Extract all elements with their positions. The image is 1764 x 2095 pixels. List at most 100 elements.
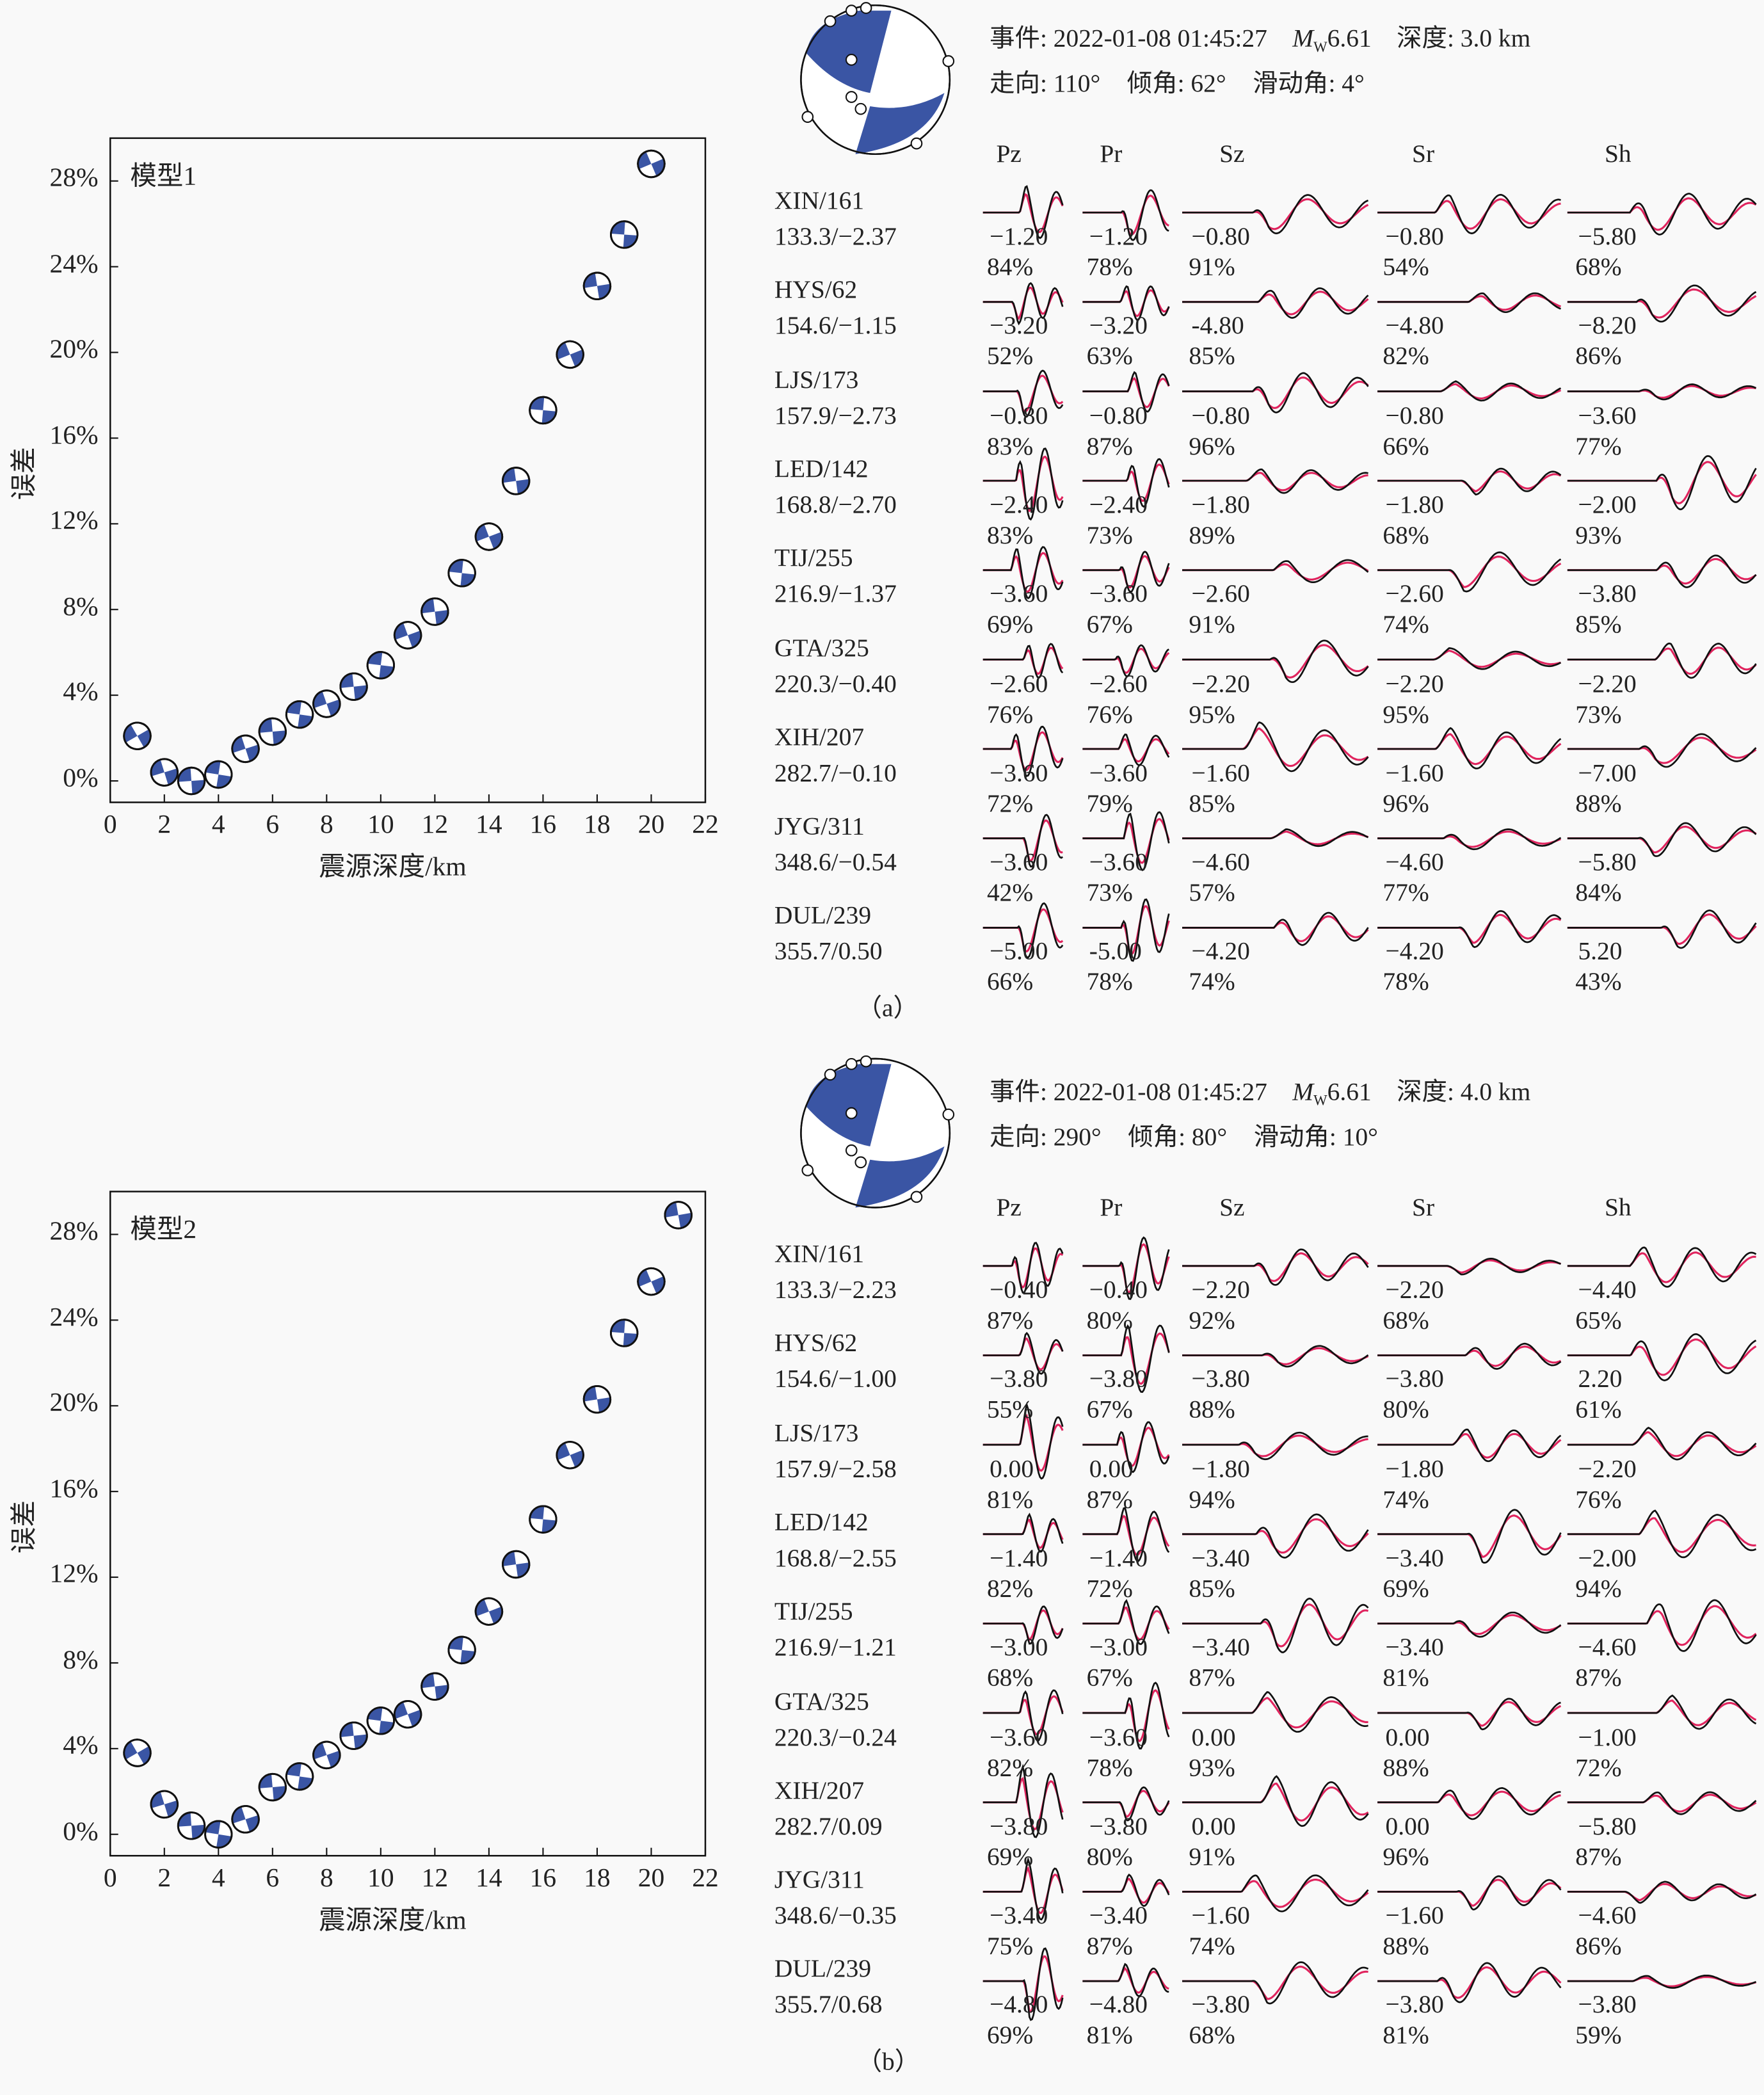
data-point-beachball [366,1706,396,1735]
time-shift-value: −3.20 [1089,312,1148,341]
observed-waveform [1082,898,1170,962]
observed-waveform [1182,1961,1369,2005]
time-shift-value: −3.80 [1578,1991,1637,2020]
x-tick-label: 2 [157,810,172,840]
x-tick-label: 10 [367,1863,394,1893]
time-shift-value: -4.80 [1191,312,1244,341]
time-shift-value: −4.60 [1191,849,1250,877]
data-point-beachball [421,597,449,626]
observed-waveform [982,282,1064,326]
time-shift-value: −3.80 [990,1813,1048,1841]
rake-value: 滑动角: 4° [1253,70,1365,99]
observed-waveform [982,902,1064,959]
correlation-percent: 68% [1383,1307,1429,1335]
observed-waveform [1567,1791,1757,1815]
time-shift-value: −1.40 [1089,1545,1148,1573]
time-shift-value: −3.80 [1385,1366,1444,1394]
event-header: 事件: 2022-01-08 01:45:27 MW6.61 深度: 4.0 k… [990,1072,1530,1109]
correlation-percent: 69% [1383,1575,1429,1603]
time-shift-value: −2.20 [1578,670,1637,698]
correlation-percent: 78% [1086,968,1133,997]
observed-waveform [1567,193,1757,236]
time-shift-value: −3.80 [1578,581,1637,609]
correlation-percent: 76% [1086,700,1133,729]
station-polarity-marker [824,15,837,28]
observed-waveform [1567,455,1757,511]
misfit-depth-chart [109,1055,1757,2021]
y-tick-label: 12% [49,506,99,536]
correlation-percent: 82% [1383,343,1429,371]
event-datetime: 事件: 2022-01-08 01:45:27 [990,1079,1267,1107]
x-axis-label: 震源深度/km [319,853,467,882]
observed-waveform [982,1947,1064,2021]
correlation-percent: 84% [986,253,1034,282]
correlation-percent: 73% [1575,700,1622,729]
time-shift-value: −3.60 [990,849,1048,877]
x-tick-label: 10 [367,810,394,840]
synthetic-waveform [1377,1701,1562,1727]
data-point-beachball [556,1441,584,1470]
time-shift-value: −2.60 [1385,581,1444,609]
observed-waveform [1082,1236,1170,1300]
correlation-percent: 94% [1189,1486,1235,1514]
observed-waveform [982,546,1064,600]
chart-annotation: 模型2 [130,1215,197,1245]
x-tick-label: 6 [266,1863,280,1893]
data-point-beachball [177,1811,206,1840]
data-point-beachball [285,700,314,729]
correlation-percent: 75% [986,1932,1034,1961]
time-shift-value: −3.80 [1089,1813,1148,1841]
y-tick-label: 20% [49,1388,99,1418]
correlation-percent: 93% [1575,522,1622,550]
synthetic-waveform [1377,1790,1561,1817]
correlation-percent: 88% [1189,1396,1235,1425]
time-shift-value: 0.00 [1191,1723,1236,1752]
correlation-percent: 84% [1575,879,1622,908]
data-point-beachball [231,734,260,764]
y-tick-label: 16% [49,1474,99,1504]
observed-waveform [1082,1873,1170,1907]
observed-waveform [1082,550,1170,593]
station-name: XIH/207 [774,723,865,752]
magnitude-value: 6.61 [1327,1079,1372,1107]
time-shift-value: −3.60 [1578,401,1637,430]
station-name: HYS/62 [774,277,858,305]
observed-waveform [1082,1507,1170,1562]
time-shift-value: −4.60 [1385,849,1444,877]
time-shift-value: −3.60 [1089,1723,1148,1752]
y-tick-label: 24% [49,249,99,279]
station-azimuth-distance: 133.3/−2.23 [774,1276,897,1304]
data-point-beachball [123,1738,152,1767]
observed-waveform [1567,554,1757,588]
plot-frame [109,137,707,803]
time-shift-value: −2.00 [1578,491,1637,520]
time-shift-value: −2.60 [1191,581,1250,609]
correlation-percent: 55% [986,1396,1034,1425]
station-name: XIH/207 [774,1777,865,1805]
observed-waveform [1567,822,1757,857]
station-azimuth-distance: 154.6/−1.00 [774,1366,897,1394]
observed-waveform [982,1689,1064,1742]
station-azimuth-distance: 168.8/−2.55 [774,1545,897,1573]
data-point-beachball [582,271,612,300]
station-polarity-marker [801,1164,814,1176]
y-tick-label: 28% [49,1217,99,1247]
data-point-beachball [258,717,287,746]
time-shift-value: −5.00 [990,938,1048,967]
observed-waveform [1377,1611,1562,1638]
station-azimuth-distance: 355.7/0.68 [774,1991,883,2020]
correlation-percent: 86% [1575,343,1622,371]
time-shift-value: −2.60 [990,670,1048,698]
correlation-percent: 88% [1575,790,1622,818]
x-tick-label: 12 [421,810,449,840]
correlation-percent: 66% [1383,432,1429,461]
observed-waveform [1082,1421,1170,1473]
time-shift-value: −3.80 [1191,1991,1250,2020]
data-point-beachball [447,559,476,588]
station-azimuth-distance: 220.3/−0.24 [774,1723,897,1752]
component-header-sz: Sz [1219,140,1245,169]
time-shift-value: −3.20 [990,312,1048,341]
time-shift-value: −3.40 [1191,1545,1250,1573]
time-shift-value: −2.40 [990,491,1048,520]
observed-waveform [1377,1509,1562,1564]
